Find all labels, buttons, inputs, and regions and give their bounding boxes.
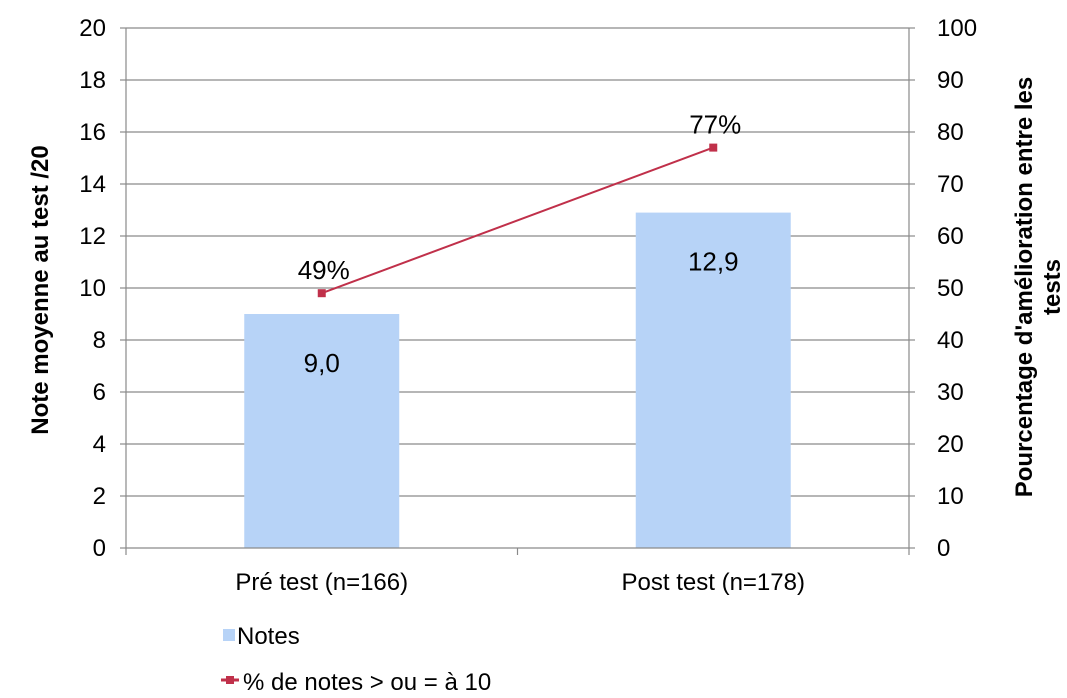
legend-swatch-notes <box>223 629 235 641</box>
y-tick-label-left: 14 <box>79 171 106 198</box>
y-tick-label-right: 60 <box>937 223 964 250</box>
line-point <box>317 289 326 298</box>
legend: Notes % de notes > ou = à 10 <box>221 623 491 696</box>
y-tick-label-right: 10 <box>937 483 964 510</box>
y-tick-label-left: 0 <box>93 535 106 562</box>
y-tick-label-left: 6 <box>93 379 106 406</box>
line-value-label: 49% <box>298 255 350 285</box>
bar <box>244 314 400 548</box>
y-tick-label-right: 100 <box>937 15 977 42</box>
y-tick-label-left: 18 <box>79 67 106 94</box>
axes: 0 2 4 6 8 10 12 14 16 18 20 0 10 20 30 40 50 60 70 80 90 100 P… <box>79 15 977 596</box>
bar-value-label: 12,9 <box>688 247 739 277</box>
gridlines <box>126 27 909 497</box>
y-tick-label-right: 70 <box>937 171 964 198</box>
line-series <box>317 143 718 298</box>
y-tick-label-right: 30 <box>937 379 964 406</box>
y-tick-label-left: 20 <box>79 15 106 42</box>
line-point <box>709 143 718 152</box>
y-axis-right-label-line1: Pourcentage d'amélioration entre les <box>1011 77 1038 498</box>
series-line <box>321 146 714 295</box>
legend-label-notes: Notes <box>237 623 300 650</box>
legend-swatch-line-marker <box>226 676 234 684</box>
legend-label-percent: % de notes > ou = à 10 <box>243 669 491 696</box>
y-axis-right-label-line2: tests <box>1039 259 1066 315</box>
bar-value-label: 9,0 <box>304 348 340 378</box>
y-tick-label-right: 0 <box>937 535 950 562</box>
bar-series <box>244 212 791 548</box>
y-tick-label-right: 40 <box>937 327 964 354</box>
y-axis-left-label: Note moyenne au test /20 <box>27 145 54 434</box>
y-tick-label-left: 12 <box>79 223 106 250</box>
y-tick-label-left: 4 <box>93 431 106 458</box>
y-tick-label-right: 90 <box>937 67 964 94</box>
x-tick-label: Post test (n=178) <box>622 569 805 596</box>
x-tick-label: Pré test (n=166) <box>235 569 408 596</box>
y-tick-label-left: 16 <box>79 119 106 146</box>
y-tick-label-left: 8 <box>93 327 106 354</box>
line-value-label: 77% <box>689 110 741 140</box>
y-tick-label-right: 20 <box>937 431 964 458</box>
bar <box>635 212 791 548</box>
y-tick-label-right: 80 <box>937 119 964 146</box>
data-labels: 9,0 12,9 49% 77% <box>298 110 742 378</box>
y-tick-label-left: 2 <box>93 483 106 510</box>
y-tick-label-right: 50 <box>937 275 964 302</box>
y-tick-label-left: 10 <box>79 275 106 302</box>
